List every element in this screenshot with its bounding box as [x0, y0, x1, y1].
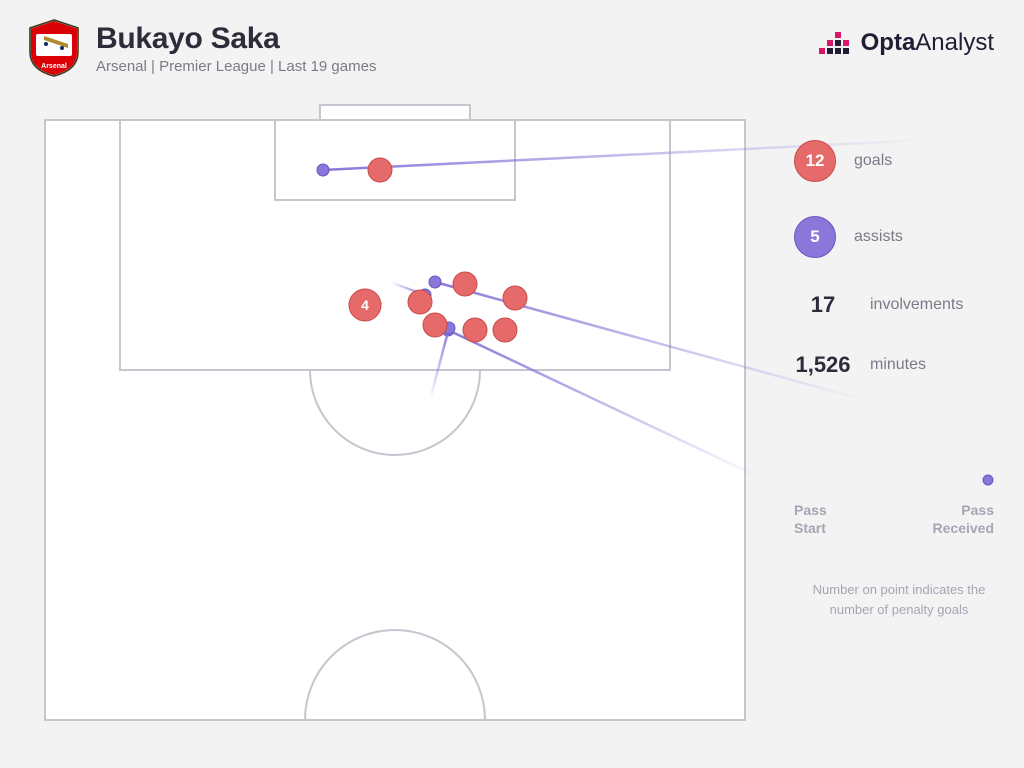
svg-text:4: 4 [361, 297, 369, 313]
assists-label: assists [854, 228, 903, 246]
minutes-value: 1,526 [794, 352, 852, 378]
pass-key-line [794, 470, 994, 490]
svg-text:Arsenal: Arsenal [41, 63, 67, 70]
pass-key: PassStart PassReceived [794, 470, 994, 537]
involvements-value: 17 [794, 292, 852, 318]
subtitle: Arsenal | Premier League | Last 19 games [96, 58, 376, 75]
opta-text: OptaAnalyst [861, 29, 994, 57]
legend: 12 goals 5 assists 17 involvements 1,526… [794, 140, 994, 378]
player-name: Bukayo Saka [96, 22, 376, 56]
goals-badge: 12 [794, 140, 836, 182]
arsenal-crest-icon: Arsenal [28, 18, 80, 78]
footnote: Number on point indicates the number of … [804, 580, 994, 619]
involvements-label: involvements [870, 296, 963, 314]
pitch-svg: 4 [35, 110, 755, 730]
legend-goals: 12 goals [794, 140, 994, 182]
minutes-label: minutes [870, 356, 926, 374]
assists-badge: 5 [794, 216, 836, 258]
legend-assists: 5 assists [794, 216, 994, 258]
legend-involvements: 17 involvements [794, 292, 994, 318]
opta-bold: Opta [861, 29, 916, 56]
legend-minutes: 1,526 minutes [794, 352, 994, 378]
pass-start-label: PassStart [794, 501, 827, 537]
opta-icon [819, 28, 853, 58]
pass-end-label: PassReceived [933, 501, 994, 537]
goals-label: goals [854, 152, 892, 170]
opta-logo: OptaAnalyst [819, 28, 994, 58]
opta-thin: Analyst [915, 29, 994, 56]
header-block: Arsenal Bukayo Saka Arsenal | Premier Le… [28, 18, 376, 78]
pitch-container: 4 [35, 110, 755, 730]
